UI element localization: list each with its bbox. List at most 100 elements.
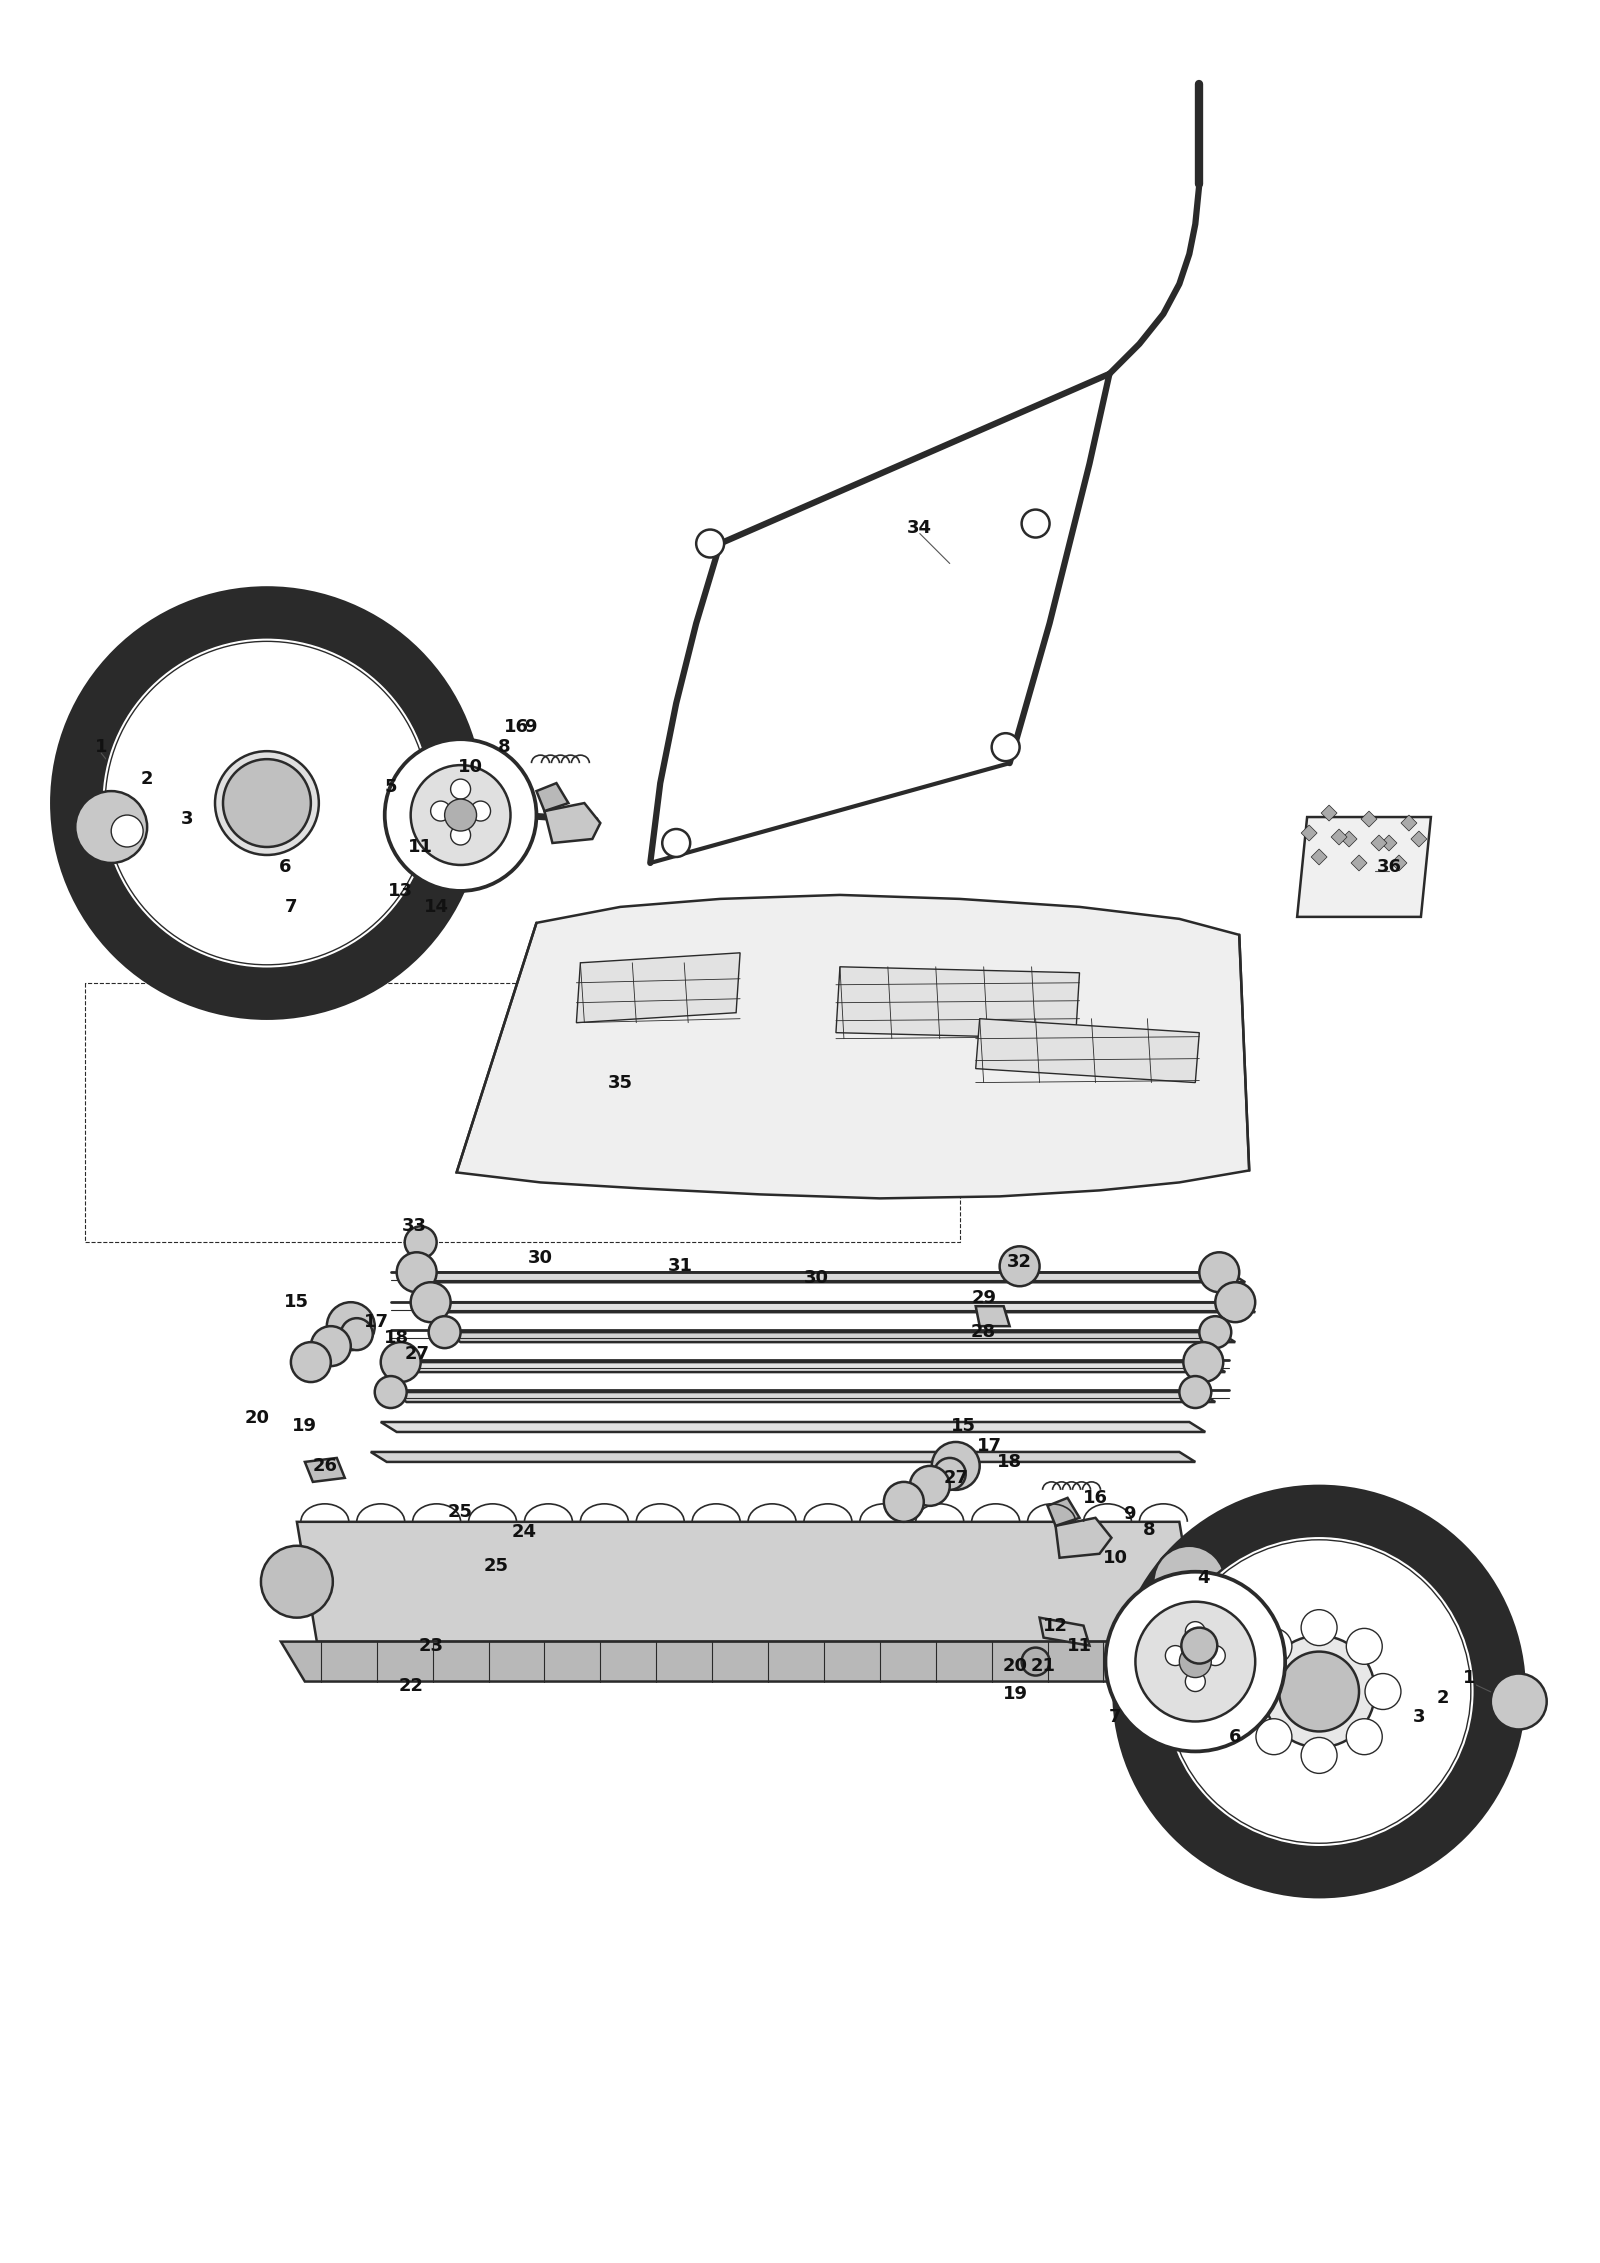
- Text: 4: 4: [1197, 1568, 1210, 1586]
- Circle shape: [1216, 1283, 1256, 1322]
- Circle shape: [1022, 509, 1050, 539]
- Text: 7: 7: [285, 898, 298, 917]
- Polygon shape: [381, 1421, 1205, 1432]
- Text: 8: 8: [1142, 1521, 1155, 1539]
- Polygon shape: [1362, 810, 1378, 826]
- Circle shape: [326, 1301, 374, 1351]
- Text: 7: 7: [1109, 1709, 1122, 1727]
- Polygon shape: [1331, 828, 1347, 844]
- Circle shape: [1136, 1602, 1256, 1722]
- Polygon shape: [371, 1453, 1195, 1462]
- Circle shape: [1154, 1546, 1226, 1618]
- Polygon shape: [1040, 1618, 1090, 1645]
- Circle shape: [341, 1317, 373, 1351]
- Circle shape: [1256, 1718, 1291, 1754]
- Circle shape: [662, 828, 690, 858]
- Text: 12: 12: [1043, 1616, 1069, 1634]
- Circle shape: [910, 1466, 950, 1505]
- Text: 1: 1: [1462, 1668, 1475, 1686]
- Circle shape: [1301, 1738, 1338, 1774]
- Text: 2: 2: [1437, 1688, 1450, 1706]
- Circle shape: [384, 740, 536, 892]
- Text: 25: 25: [448, 1503, 474, 1521]
- Circle shape: [430, 801, 451, 821]
- Circle shape: [1301, 1609, 1338, 1645]
- Text: 8: 8: [498, 738, 510, 756]
- Circle shape: [1184, 1342, 1224, 1383]
- Circle shape: [883, 1482, 923, 1521]
- Text: 24: 24: [512, 1523, 538, 1541]
- Circle shape: [222, 758, 310, 846]
- Circle shape: [397, 1251, 437, 1292]
- Circle shape: [214, 751, 318, 855]
- Circle shape: [451, 778, 470, 799]
- Circle shape: [1106, 1573, 1285, 1752]
- Text: 15: 15: [285, 1292, 309, 1310]
- Circle shape: [931, 1442, 979, 1489]
- Circle shape: [1179, 1645, 1211, 1677]
- Text: 13: 13: [389, 883, 413, 901]
- Circle shape: [934, 1457, 966, 1489]
- Polygon shape: [835, 966, 1080, 1039]
- Text: 5: 5: [384, 778, 397, 797]
- Text: 6: 6: [1229, 1729, 1242, 1747]
- Polygon shape: [1048, 1498, 1080, 1525]
- Circle shape: [1205, 1645, 1226, 1666]
- Polygon shape: [390, 1392, 1216, 1403]
- Polygon shape: [1341, 831, 1357, 846]
- Text: 36: 36: [1376, 858, 1402, 876]
- Polygon shape: [1298, 817, 1430, 917]
- Polygon shape: [1310, 849, 1326, 864]
- Text: 19: 19: [1003, 1684, 1029, 1702]
- Circle shape: [1237, 1675, 1274, 1709]
- Circle shape: [1114, 1487, 1525, 1896]
- Circle shape: [1179, 1376, 1211, 1408]
- Circle shape: [1181, 1627, 1218, 1663]
- Circle shape: [1186, 1623, 1205, 1641]
- Circle shape: [291, 1342, 331, 1383]
- Circle shape: [992, 733, 1019, 760]
- Text: 3: 3: [181, 810, 194, 828]
- Polygon shape: [576, 953, 741, 1023]
- Text: 18: 18: [997, 1453, 1022, 1471]
- Polygon shape: [544, 803, 600, 844]
- Circle shape: [1163, 1537, 1475, 1847]
- Text: 20: 20: [245, 1410, 269, 1428]
- Circle shape: [110, 815, 142, 846]
- Circle shape: [451, 826, 470, 844]
- Polygon shape: [445, 1333, 1235, 1342]
- Polygon shape: [1381, 835, 1397, 851]
- Text: 11: 11: [408, 837, 434, 855]
- Text: 18: 18: [384, 1328, 410, 1346]
- Text: 28: 28: [971, 1324, 997, 1342]
- Circle shape: [374, 1376, 406, 1408]
- Text: 3: 3: [1413, 1709, 1426, 1727]
- Circle shape: [1000, 1247, 1040, 1285]
- Polygon shape: [430, 1301, 1256, 1313]
- Circle shape: [1365, 1675, 1402, 1709]
- Text: 25: 25: [485, 1557, 509, 1575]
- Circle shape: [1256, 1629, 1291, 1663]
- Polygon shape: [1411, 831, 1427, 846]
- Text: 21: 21: [1030, 1657, 1056, 1675]
- Polygon shape: [306, 1457, 344, 1482]
- Text: 10: 10: [458, 758, 483, 776]
- Text: 34: 34: [907, 518, 933, 536]
- Circle shape: [445, 799, 477, 831]
- Circle shape: [470, 801, 491, 821]
- Text: 2: 2: [141, 769, 154, 788]
- Text: 9: 9: [525, 717, 536, 735]
- Text: 23: 23: [418, 1636, 443, 1654]
- Polygon shape: [1301, 826, 1317, 842]
- Text: 16: 16: [1083, 1489, 1107, 1507]
- Text: 9: 9: [1123, 1505, 1136, 1523]
- Polygon shape: [1322, 806, 1338, 821]
- Text: 27: 27: [944, 1469, 968, 1487]
- Text: 16: 16: [504, 717, 530, 735]
- Text: 17: 17: [365, 1313, 389, 1331]
- Text: 30: 30: [528, 1249, 554, 1267]
- Circle shape: [1278, 1652, 1358, 1731]
- Circle shape: [1346, 1718, 1382, 1754]
- Circle shape: [1262, 1636, 1374, 1747]
- Polygon shape: [1056, 1518, 1112, 1557]
